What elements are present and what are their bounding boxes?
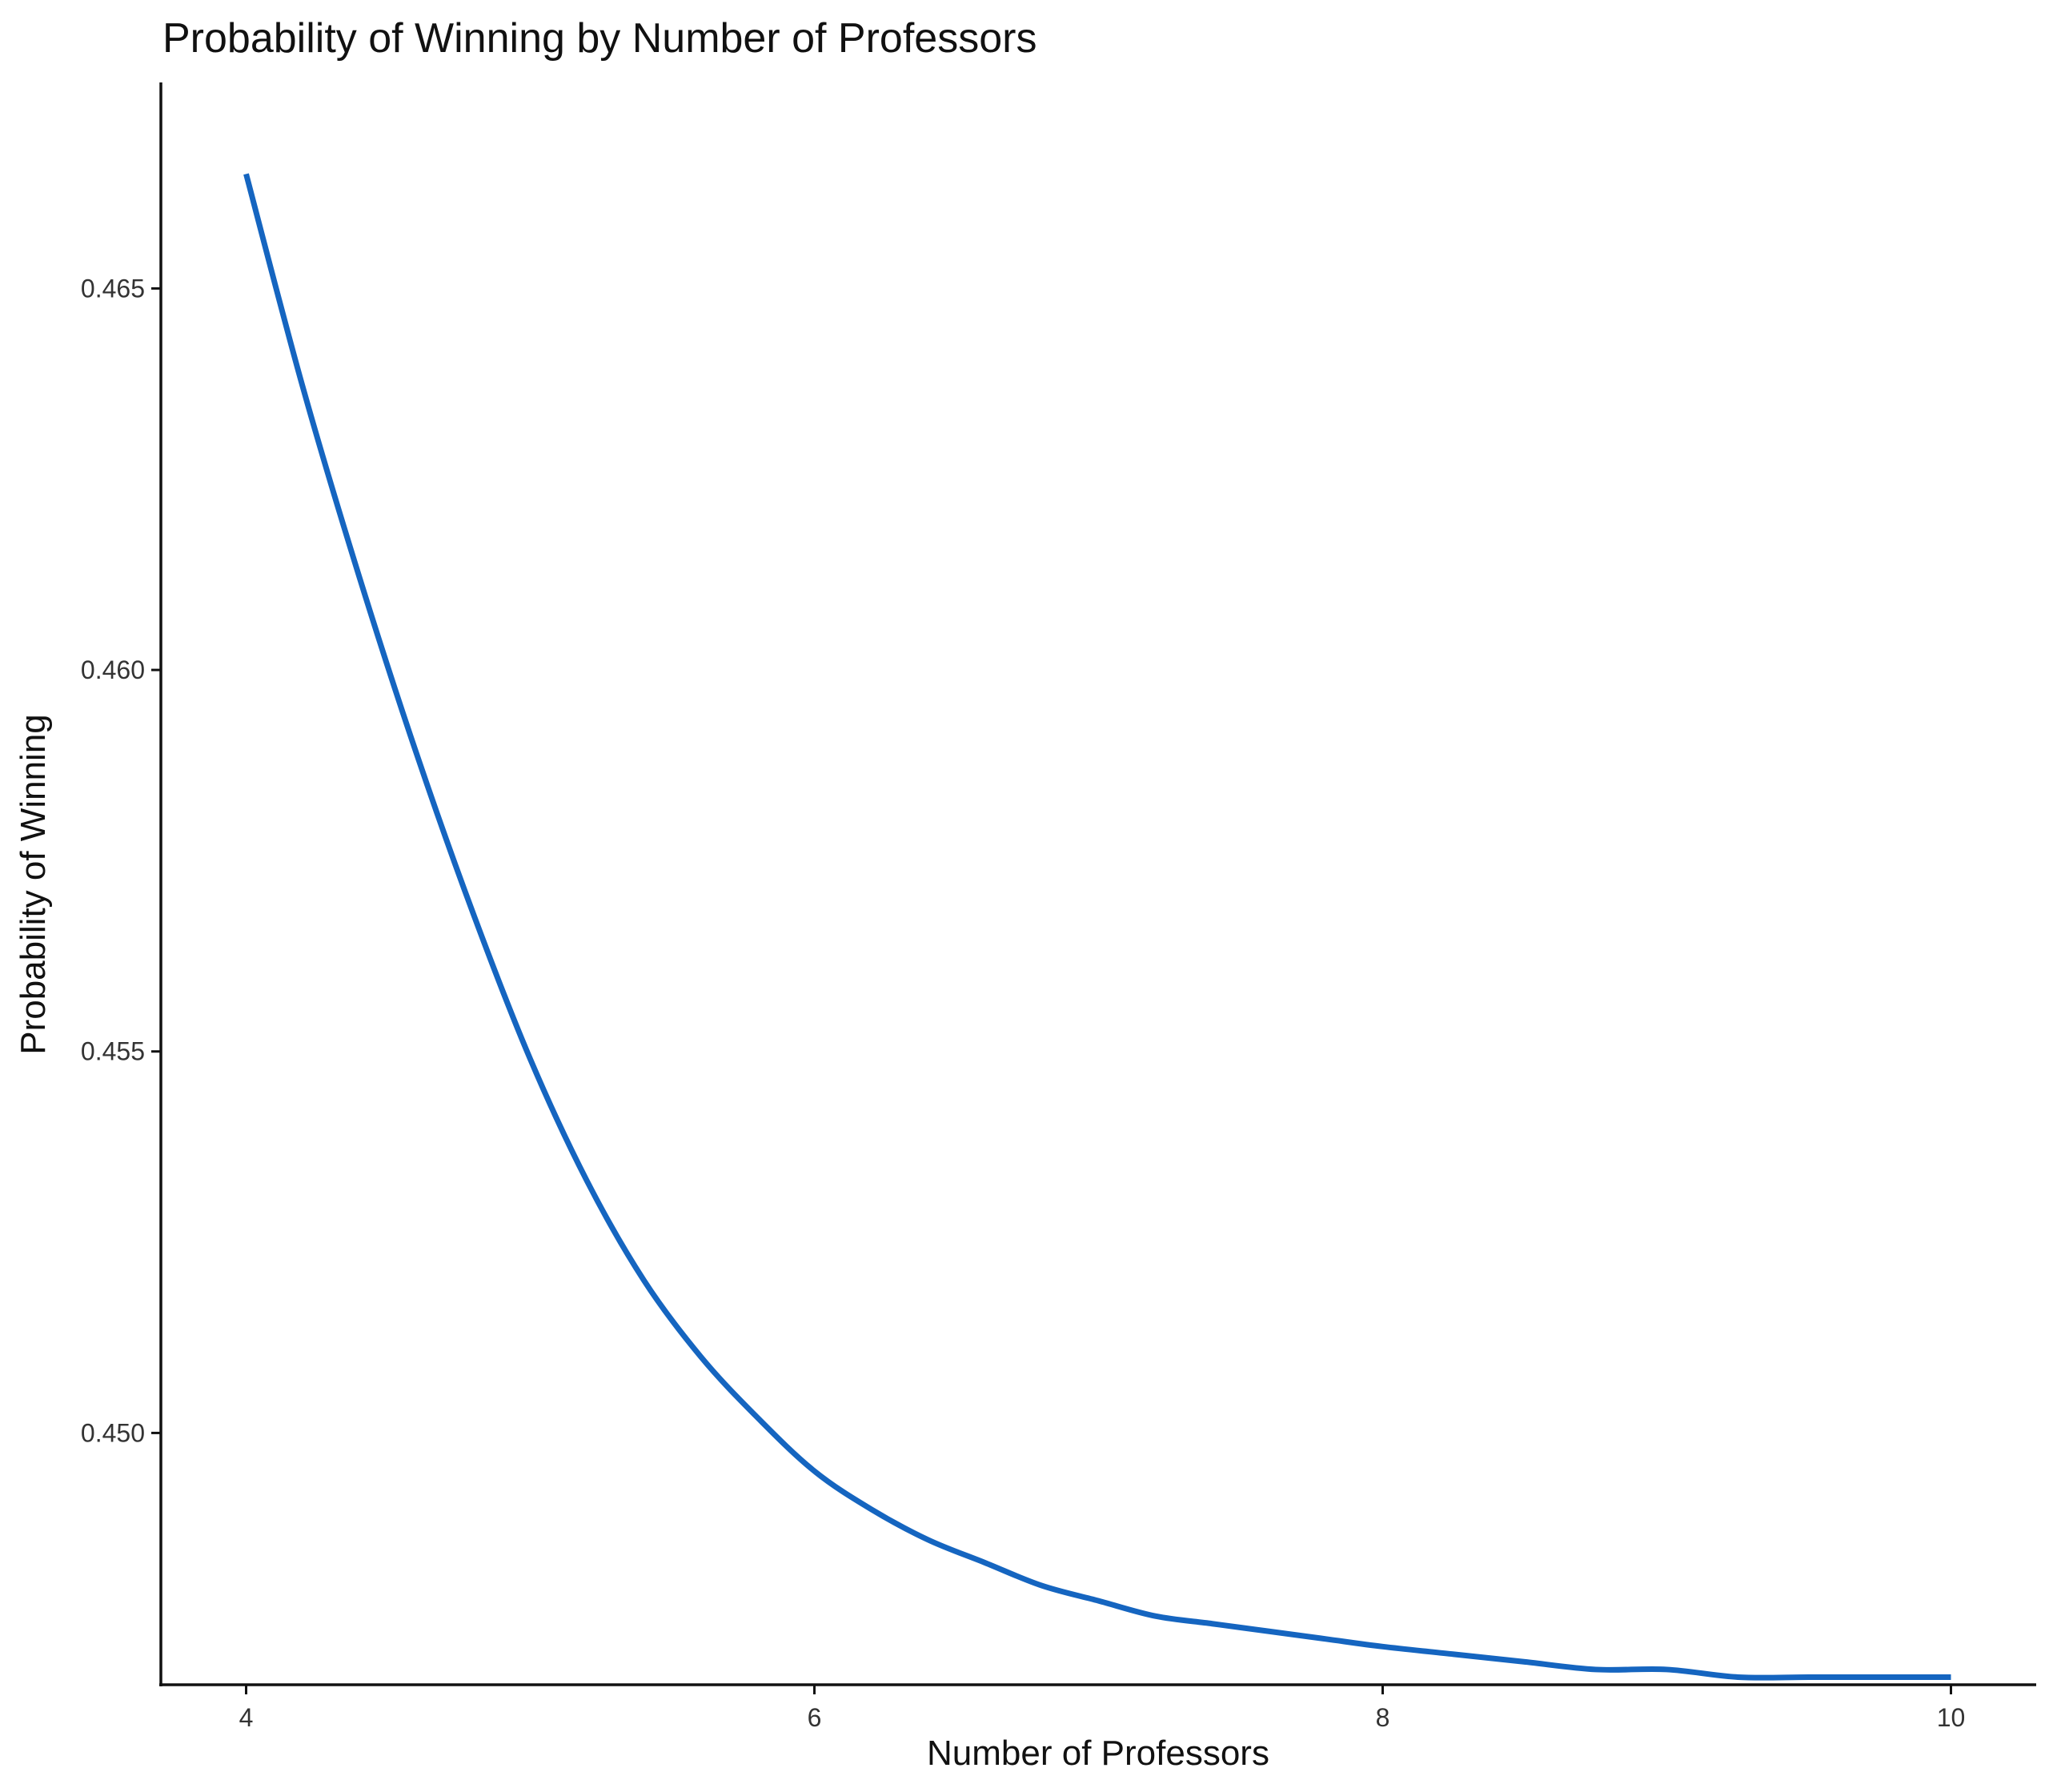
x-tick-label: 8 xyxy=(1376,1703,1390,1732)
x-tick-label: 4 xyxy=(239,1703,254,1732)
y-axis-ticks: 0.450 0.455 0.460 0.465 xyxy=(81,274,161,1447)
series-line xyxy=(243,173,1951,1681)
plot-area: 0.450 0.455 0.460 0.465 4 6 8 10 xyxy=(81,82,2036,1732)
chart-title: Probability of Winning by Number of Prof… xyxy=(162,15,1037,62)
y-tick-label: 0.465 xyxy=(81,274,145,303)
x-tick-label: 10 xyxy=(1937,1703,1966,1732)
y-axis-title: Probability of Winning xyxy=(14,714,53,1055)
y-tick-label: 0.460 xyxy=(81,655,145,684)
x-axis-title: Number of Professors xyxy=(927,1734,1269,1773)
series-layer xyxy=(243,173,1951,1681)
x-tick-label: 6 xyxy=(808,1703,822,1732)
x-axis-ticks: 4 6 8 10 xyxy=(239,1685,1966,1732)
y-tick-label: 0.450 xyxy=(81,1418,145,1447)
y-tick-label: 0.455 xyxy=(81,1037,145,1066)
